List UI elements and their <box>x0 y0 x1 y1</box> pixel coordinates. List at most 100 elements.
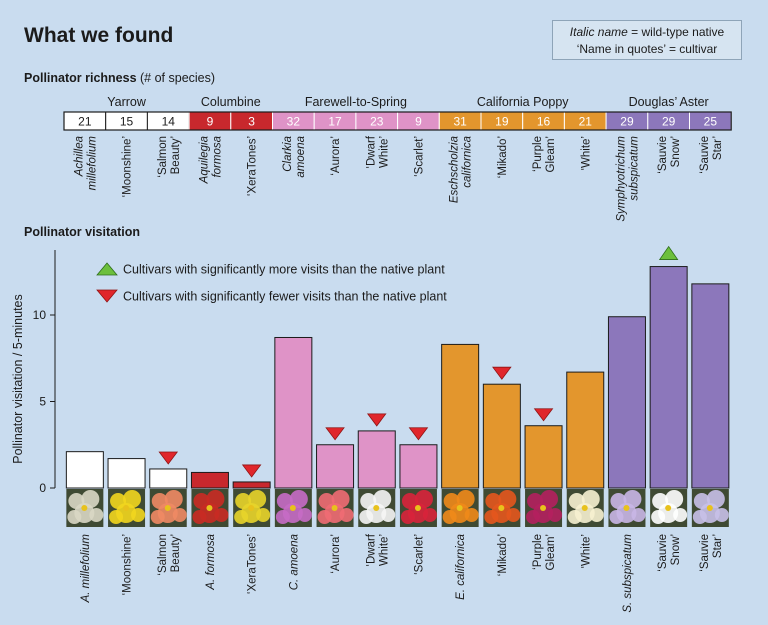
legend-text: Cultivars with significantly fewer visit… <box>123 290 447 304</box>
group-heading: California Poppy <box>477 95 569 109</box>
richness-label: californica <box>462 136 474 188</box>
richness-value: 17 <box>328 115 342 129</box>
flower-petal <box>609 510 624 524</box>
flower-petal <box>422 508 437 522</box>
flower-center <box>206 505 213 511</box>
flower-center <box>248 505 255 511</box>
flower-petal <box>275 510 290 524</box>
group-heading: Columbine <box>201 95 261 109</box>
richness-label: ‘Mikado’ <box>497 136 509 178</box>
bar-label: ‘Salmon <box>157 534 169 576</box>
richness-value: 16 <box>537 115 551 129</box>
flower-petal <box>400 510 415 524</box>
visitation-bar <box>149 468 188 489</box>
richness-label: Eschscholzia <box>449 136 461 203</box>
richness-value: 32 <box>287 115 301 129</box>
richness-label: ‘Aurora’ <box>330 136 342 176</box>
flower-petal <box>214 508 229 522</box>
sig-down-marker <box>492 366 512 380</box>
bar-label: A. formosa <box>205 534 217 591</box>
flower-center <box>581 505 588 511</box>
bar-label: Snow’ <box>670 534 682 565</box>
richness-label: ‘White’ <box>580 136 592 171</box>
flower-petal <box>714 508 729 522</box>
richness-value: 21 <box>78 115 92 129</box>
flower-petal <box>548 508 563 522</box>
flower-center <box>164 505 171 511</box>
richness-label: Aquilegia <box>198 136 210 184</box>
visitation-bar <box>524 425 563 489</box>
richness-label: ‘Scarlet’ <box>413 136 425 177</box>
richness-value: 15 <box>120 115 134 129</box>
bar-label: ‘XeraTones’ <box>247 534 259 594</box>
richness-label: amoena <box>295 136 307 178</box>
flower-photo-petals <box>67 490 104 524</box>
naming-legend-italic: Italic name <box>569 25 628 39</box>
richness-title: Pollinator richness (# of species) <box>24 71 215 85</box>
bar-label: ‘Dwarf <box>365 533 377 566</box>
visitation-bar <box>649 266 688 489</box>
bar-label: ‘White’ <box>580 534 592 569</box>
flower-petal <box>172 508 187 522</box>
flower-petal <box>234 510 249 524</box>
flower-petal <box>89 508 104 522</box>
richness-label: White’ <box>378 136 390 168</box>
flower-center <box>623 505 630 511</box>
flower-petal <box>567 510 582 524</box>
visitation-bar <box>691 283 730 489</box>
sig-down-marker <box>325 427 345 441</box>
flower-petal <box>297 508 312 522</box>
bar-label: Beauty’ <box>170 534 182 572</box>
flower-petal <box>150 510 165 524</box>
bar-label: ‘Sauvie <box>657 534 669 572</box>
visitation-bar <box>357 430 396 489</box>
visitation-title: Pollinator visitation <box>24 225 140 239</box>
flower-center <box>456 505 463 511</box>
richness-label: Clarkia <box>282 136 294 172</box>
visitation-bar <box>566 371 605 489</box>
flower-petal <box>131 508 146 522</box>
richness-label: Symphyotrichum <box>615 136 627 222</box>
sig-down-marker <box>533 408 554 422</box>
richness-value: 31 <box>453 115 467 129</box>
flower-center <box>540 505 547 511</box>
visitation-bar <box>316 444 355 489</box>
visitation-bar <box>274 336 313 489</box>
flower-petal <box>673 508 688 522</box>
richness-label: Gleam’ <box>545 136 557 172</box>
richness-label: Snow’ <box>670 136 682 167</box>
visitation-bar <box>232 481 271 489</box>
naming-legend-rest: = wild-type native <box>627 25 725 39</box>
flower-petal <box>317 510 332 524</box>
bar-label: White’ <box>378 534 390 566</box>
flower-photo-petals <box>526 490 563 524</box>
y-tick-label: 10 <box>33 308 47 322</box>
flower-petal <box>109 510 124 524</box>
flower-petal <box>339 508 354 522</box>
bar-label: ‘Aurora’ <box>330 534 342 574</box>
flower-center <box>665 505 672 511</box>
legend-text: Cultivars with significantly more visits… <box>123 263 445 277</box>
flower-center <box>414 505 421 511</box>
flower-photo-petals <box>442 490 479 524</box>
richness-title-main: Pollinator richness <box>24 71 137 85</box>
richness-label: millefolium <box>86 136 98 191</box>
flower-petal <box>526 510 541 524</box>
bar-label: A. millefolium <box>80 534 92 604</box>
richness-label: ‘Moonshine’ <box>122 136 134 197</box>
flower-petal <box>256 508 271 522</box>
sig-down-marker <box>158 451 179 465</box>
flower-photo-petals <box>275 490 312 524</box>
richness-value: 14 <box>162 115 176 129</box>
flower-center <box>373 505 380 511</box>
richness-label: formosa <box>211 136 223 178</box>
sig-down-marker <box>408 427 429 441</box>
richness-title-unit: (# of species) <box>136 71 216 85</box>
flower-photo-petals <box>192 490 229 524</box>
group-heading: Yarrow <box>107 95 147 109</box>
flower-center <box>289 505 296 511</box>
legend-up-marker <box>96 262 118 276</box>
richness-table-border <box>63 111 732 131</box>
flower-petal <box>67 510 82 524</box>
